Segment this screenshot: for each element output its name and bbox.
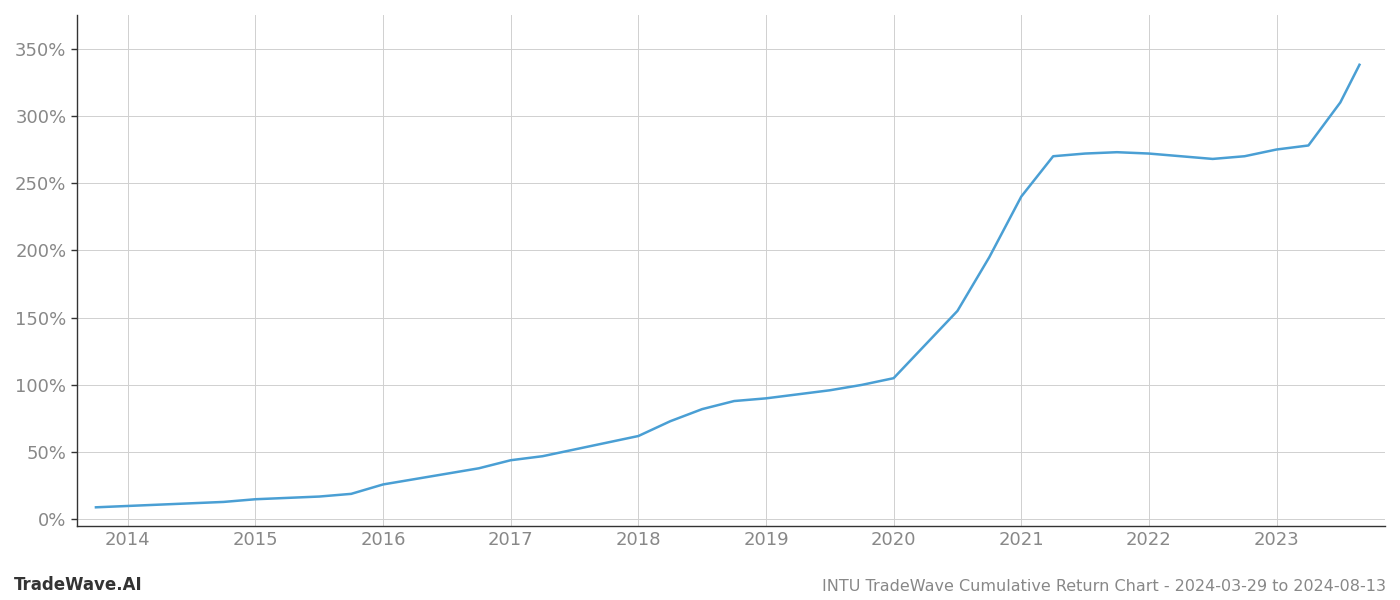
Text: TradeWave.AI: TradeWave.AI — [14, 576, 143, 594]
Text: INTU TradeWave Cumulative Return Chart - 2024-03-29 to 2024-08-13: INTU TradeWave Cumulative Return Chart -… — [822, 579, 1386, 594]
